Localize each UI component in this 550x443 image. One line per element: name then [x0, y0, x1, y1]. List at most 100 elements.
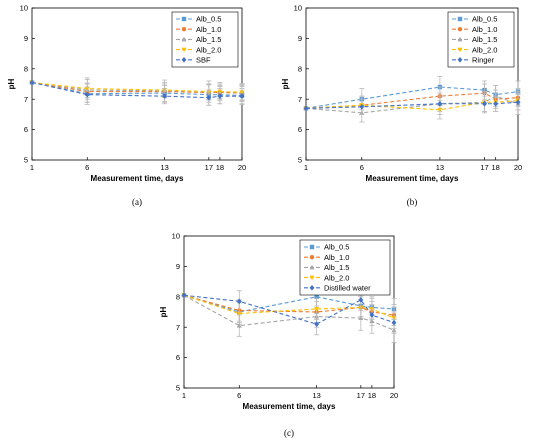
- legend-entry: Alb_1.0: [472, 25, 497, 34]
- data-point: [358, 296, 364, 303]
- data-point: [314, 321, 320, 328]
- data-point: [369, 312, 375, 318]
- data-point: [437, 100, 443, 107]
- x-tick-label: 18: [216, 163, 224, 172]
- series-line: [305, 100, 519, 111]
- legend-marker: [309, 275, 315, 281]
- series-line: [305, 95, 519, 114]
- x-tick-label: 6: [237, 391, 241, 400]
- x-tick-label: 18: [368, 391, 376, 400]
- y-tick-label: 6: [24, 125, 28, 134]
- legend-entry: Alb_0.5: [196, 15, 221, 24]
- data-point: [314, 294, 319, 299]
- x-tick-label: 17: [480, 163, 488, 172]
- data-point: [84, 91, 90, 98]
- legend-entry: Alb_0.5: [324, 243, 349, 252]
- data-point: [236, 323, 242, 328]
- legend-entry: Ringer: [472, 56, 495, 65]
- series-SBF: [29, 79, 245, 106]
- y-tick-label: 7: [176, 323, 180, 332]
- x-tick-label: 17: [205, 163, 213, 172]
- x-tick-label: 17: [357, 391, 365, 400]
- series-line: [31, 81, 243, 97]
- legend-marker: [181, 36, 187, 42]
- data-point: [206, 94, 212, 101]
- legend-marker: [457, 36, 463, 42]
- y-tick-label: 5: [176, 384, 180, 393]
- y-tick-label: 5: [24, 156, 28, 165]
- data-point: [482, 100, 487, 107]
- legend-entry: Alb_1.5: [324, 263, 349, 272]
- data-point: [391, 319, 397, 326]
- x-tick-label: 6: [360, 163, 364, 172]
- legend-marker: [309, 244, 315, 250]
- legend-marker: [181, 27, 187, 32]
- x-tick-label: 13: [312, 391, 320, 400]
- x-tick-label: 13: [160, 163, 168, 172]
- data-point: [239, 93, 245, 100]
- y-tick-label: 9: [176, 262, 180, 271]
- series-line: [31, 81, 243, 93]
- data-point: [493, 100, 499, 107]
- y-tick-label: 9: [298, 34, 302, 43]
- y-tick-label: 7: [24, 95, 28, 104]
- legend-marker: [181, 16, 187, 22]
- series-line: [183, 294, 395, 325]
- data-point: [217, 93, 223, 100]
- series-line: [305, 101, 519, 109]
- y-axis-title: pH: [281, 78, 290, 89]
- x-tick-label: 18: [492, 163, 500, 172]
- data-point: [236, 298, 242, 305]
- data-point: [515, 99, 521, 106]
- x-tick-label: 20: [238, 163, 246, 172]
- chart-panel-3: 5 6 7 8 9 10 1 6 13 17 18 20 Measurement time, days p…: [159, 232, 398, 438]
- legend-entry: Alb_1.5: [472, 35, 497, 44]
- legend-marker: [181, 56, 187, 63]
- legend-entry: Alb_2.0: [196, 45, 221, 54]
- chart-panel-1: 5 6 7 8 9 10 1 6 13 17 18 20 Measurement time, days p…: [7, 4, 246, 207]
- legend-entry: Alb_2.0: [472, 45, 497, 54]
- series-line: [31, 81, 243, 94]
- panel-label: (c): [284, 428, 294, 438]
- y-tick-label: 5: [298, 156, 302, 165]
- data-point: [236, 311, 242, 317]
- x-tick-label: 1: [30, 163, 34, 172]
- series-line: [305, 86, 519, 109]
- y-tick-label: 10: [20, 4, 28, 13]
- x-tick-label: 1: [304, 163, 308, 172]
- legend-marker: [457, 47, 463, 53]
- data-point: [303, 105, 309, 112]
- legend-marker: [309, 264, 315, 270]
- series-Ringer: [303, 94, 521, 115]
- data-point: [314, 306, 320, 312]
- legend-marker: [309, 255, 315, 260]
- legend-marker: [457, 16, 463, 22]
- series-line: [183, 294, 395, 319]
- y-tick-label: 8: [298, 64, 302, 73]
- x-tick-label: 20: [514, 163, 522, 172]
- x-tick-label: 13: [436, 163, 444, 172]
- legend-entry: Alb_0.5: [472, 15, 497, 24]
- y-tick-label: 10: [172, 232, 180, 241]
- x-tick-label: 20: [390, 391, 398, 400]
- y-axis-title: pH: [7, 78, 16, 89]
- x-axis-title: Measurement time, days: [366, 174, 459, 183]
- x-axis-title: Measurement time, days: [91, 174, 184, 183]
- y-tick-label: 6: [298, 125, 302, 134]
- y-tick-label: 6: [176, 353, 180, 362]
- y-tick-label: 8: [176, 292, 180, 301]
- legend-marker: [457, 27, 463, 32]
- series-line: [31, 81, 242, 99]
- legend-marker: [457, 56, 463, 63]
- legend-entry: Alb_1.5: [196, 35, 221, 44]
- legend-box: [299, 239, 391, 296]
- panel-label: (b): [407, 197, 418, 207]
- panel-label: (a): [132, 197, 142, 207]
- series-line: [183, 294, 395, 316]
- data-point: [359, 103, 365, 110]
- legend-entry: SBF: [196, 56, 211, 65]
